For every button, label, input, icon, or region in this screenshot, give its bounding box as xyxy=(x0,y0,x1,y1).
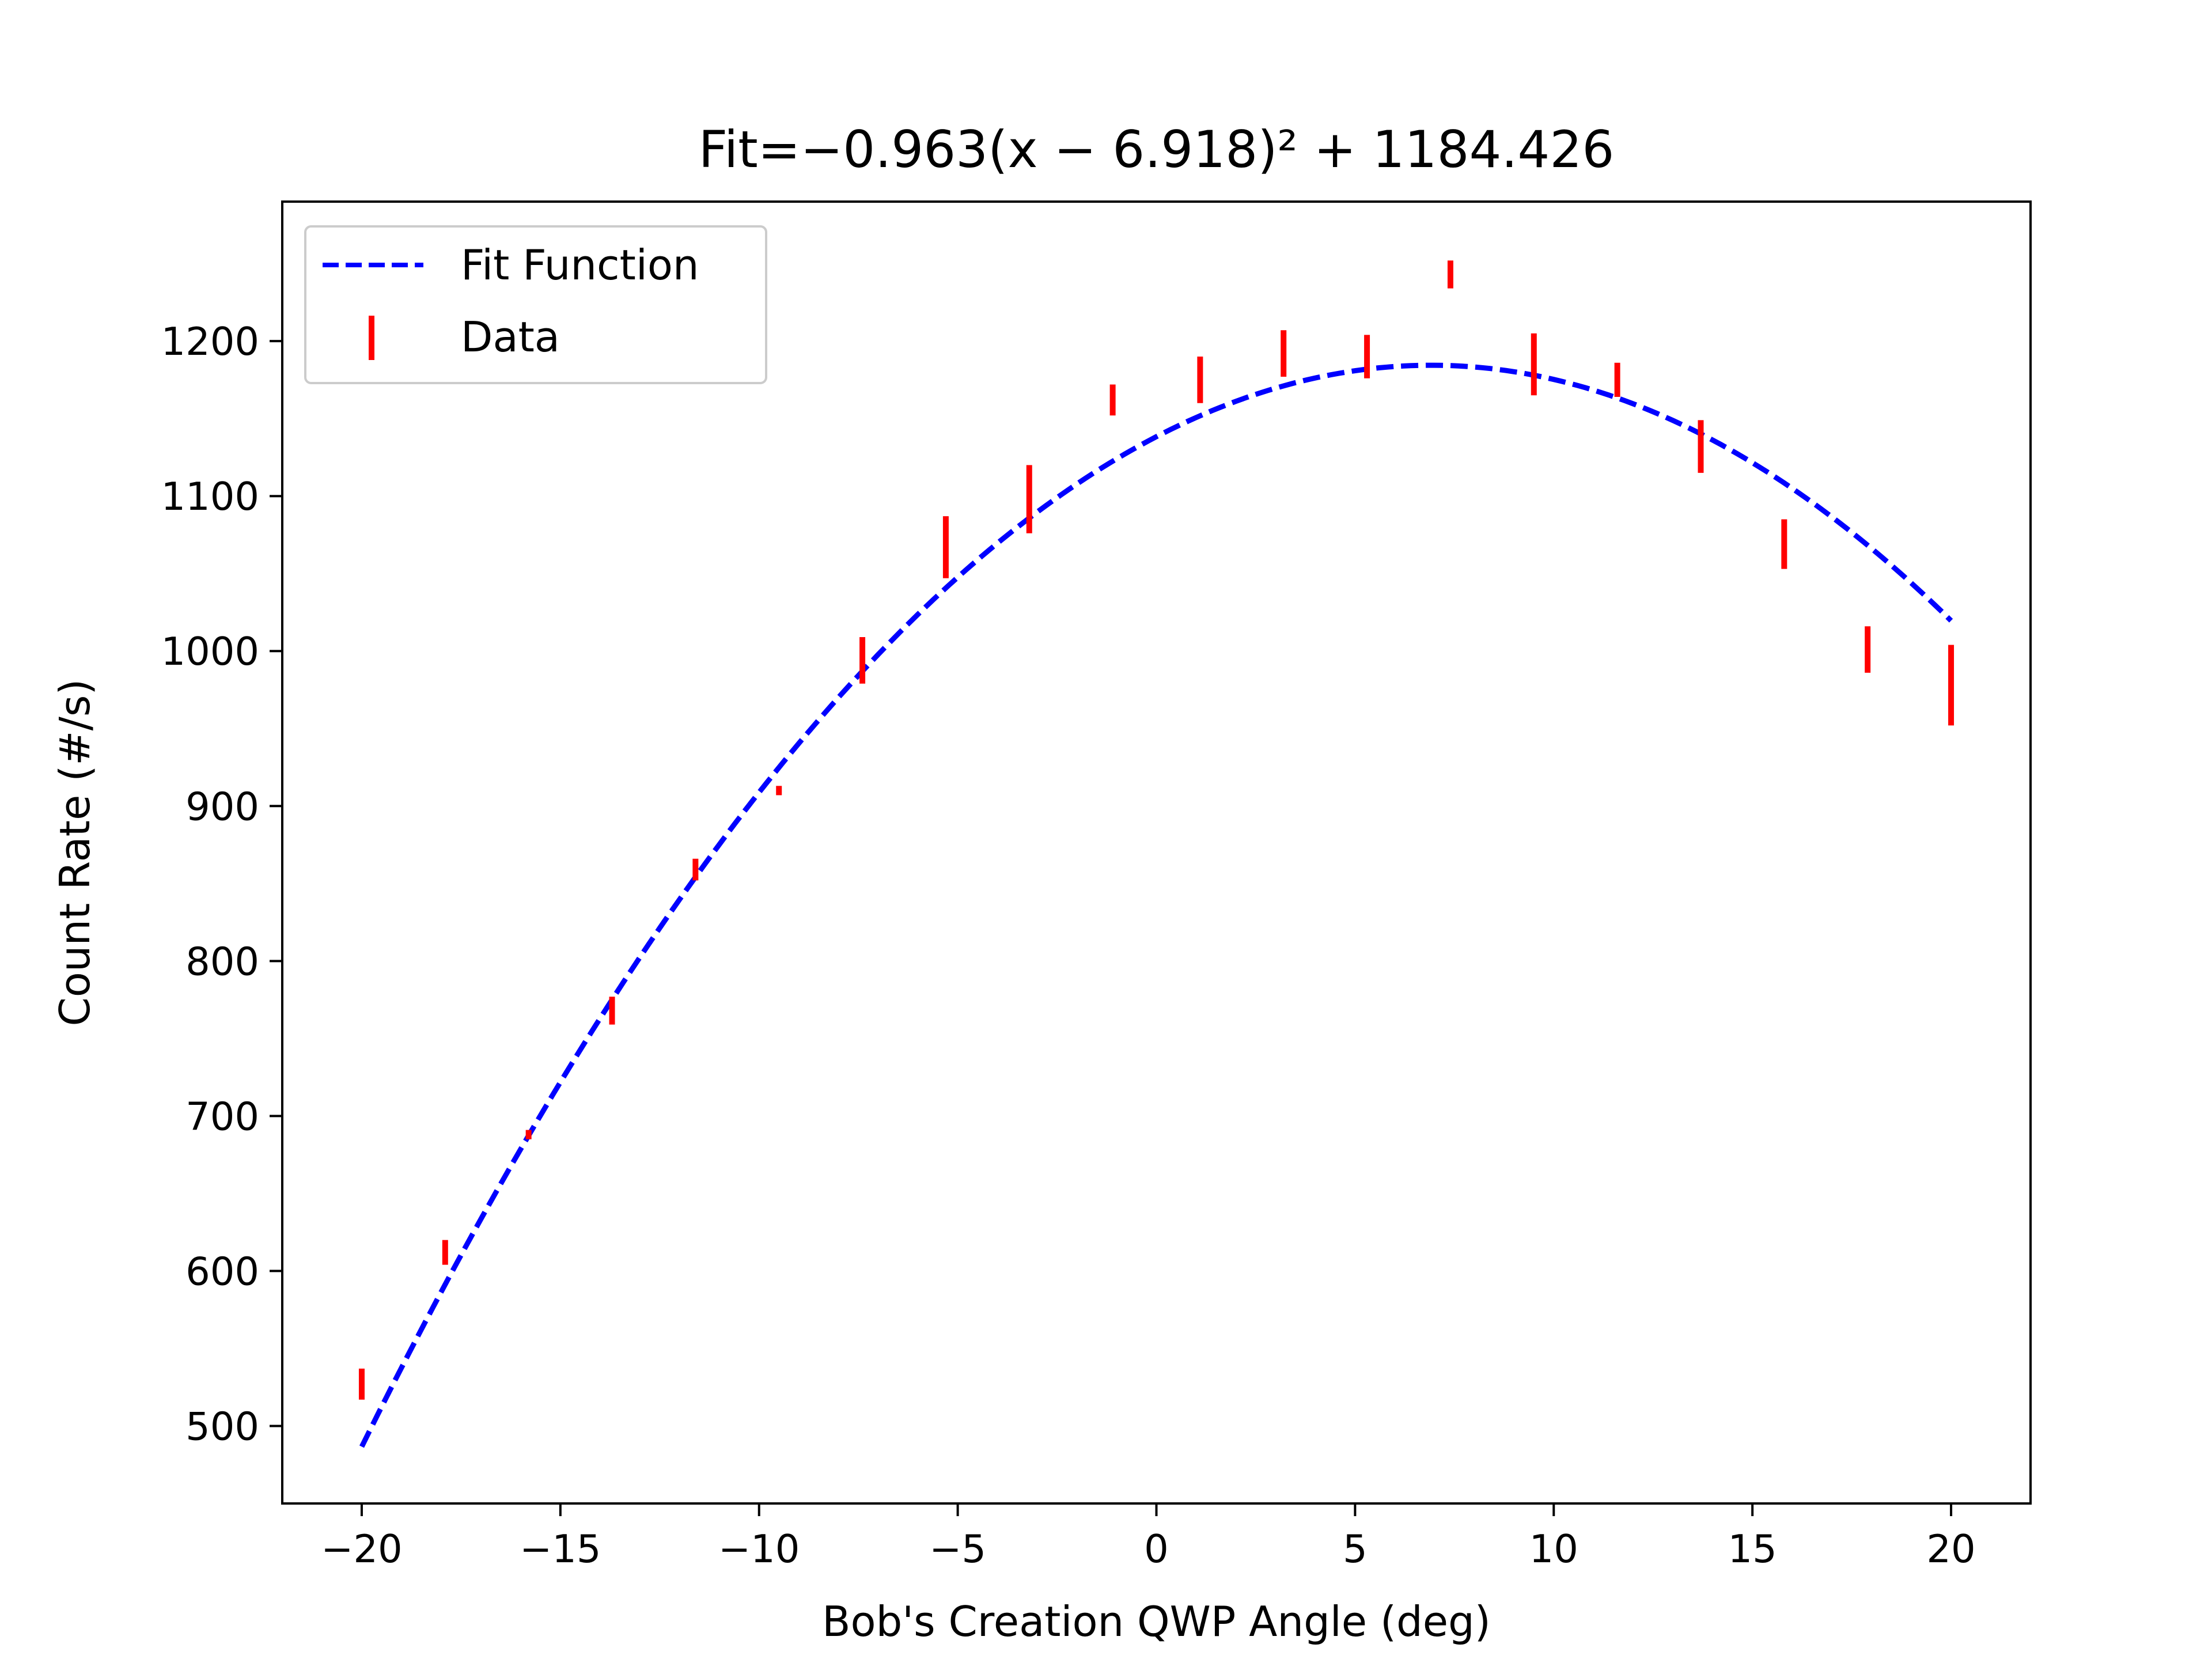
y-tick-label: 800 xyxy=(185,939,259,984)
y-tick-label: 900 xyxy=(185,784,259,829)
chart-title: Fit=−0.963(x − 6.918)² + 1184.426 xyxy=(699,120,1615,179)
fit-function-curve xyxy=(359,362,1953,1448)
x-tick-label: −10 xyxy=(718,1527,800,1571)
x-tick-label: −20 xyxy=(321,1527,402,1571)
x-tick-label: −15 xyxy=(520,1527,601,1571)
y-tick-label: 1200 xyxy=(161,319,259,364)
y-tick-label: 1000 xyxy=(161,629,259,674)
x-tick-label: −5 xyxy=(929,1527,986,1571)
x-tick-label: 0 xyxy=(1144,1527,1169,1571)
x-tick-label: 10 xyxy=(1529,1527,1578,1571)
plot-series xyxy=(358,260,1955,1448)
x-axis-label: Bob's Creation QWP Angle (deg) xyxy=(822,1597,1491,1646)
y-tick-label: 500 xyxy=(185,1404,259,1449)
y-tick-label: 1100 xyxy=(161,474,259,519)
legend: Fit Function Data xyxy=(304,225,767,384)
legend-data-label: Data xyxy=(461,313,560,361)
x-tick-label: 5 xyxy=(1343,1527,1368,1571)
y-tick-label: 600 xyxy=(185,1249,259,1294)
y-tick-label: 700 xyxy=(185,1094,259,1139)
x-tick-label: 20 xyxy=(1926,1527,1975,1571)
axis-ticks: −20 −15 −10 −5 0 5 10 15 20 500 600 700 800 900 1000 11… xyxy=(161,319,1975,1571)
x-tick-label: 15 xyxy=(1728,1527,1777,1571)
legend-fit-function-label: Fit Function xyxy=(461,241,699,289)
y-axis-label: Count Rate (#/s) xyxy=(51,679,99,1027)
